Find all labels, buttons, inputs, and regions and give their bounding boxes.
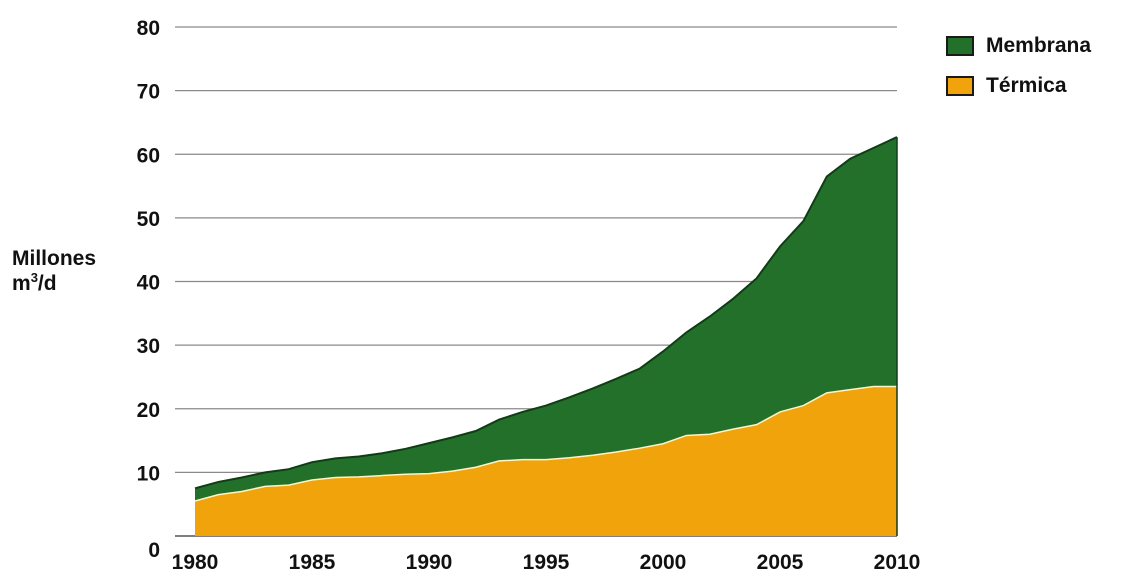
legend-item-membrana: Membrana — [946, 32, 1091, 59]
series-areas — [194, 136, 898, 536]
y-axis-label-line1: Millones — [12, 247, 97, 270]
x-tick-label-1995: 1995 — [523, 551, 570, 574]
x-tick-label-2005: 2005 — [757, 551, 804, 574]
x-tick-label-2000: 2000 — [640, 551, 687, 574]
y-axis-label-unit-exponent: 3 — [30, 270, 38, 285]
y-tick-label-10: 10 — [137, 462, 160, 485]
area-edge-termica — [194, 385, 897, 502]
y-tick-label-70: 70 — [137, 81, 160, 104]
legend-item-termica: Térmica — [946, 72, 1091, 99]
y-axis-label: Millones m3/d — [12, 246, 96, 296]
area-edge-membrana — [194, 136, 898, 490]
legend: Membrana Térmica — [946, 32, 1091, 112]
legend-label-membrana: Membrana — [986, 33, 1092, 57]
y-tick-label-50: 50 — [137, 208, 160, 231]
y-tick-label-60: 60 — [137, 144, 160, 167]
y-axis-label-unit-suffix: /d — [37, 272, 57, 295]
y-tick-label-20: 20 — [137, 399, 160, 422]
y-tick-label-30: 30 — [137, 335, 160, 358]
x-tick-labels: 1980 1985 1990 1995 2000 2005 2010 — [172, 551, 921, 574]
legend-swatch-termica — [946, 75, 974, 96]
y-axis-label-unit-base: m — [12, 272, 31, 295]
y-tick-label-40: 40 — [137, 272, 160, 295]
x-tick-label-1985: 1985 — [289, 551, 336, 574]
legend-label-termica: Térmica — [986, 73, 1067, 97]
x-tick-label-1980: 1980 — [172, 551, 219, 574]
y-tick-labels: 0 10 20 30 40 50 60 70 80 — [137, 17, 160, 562]
y-tick-label-0: 0 — [148, 539, 160, 562]
legend-swatch-membrana — [946, 35, 974, 56]
x-tick-label-1990: 1990 — [406, 551, 453, 574]
area-membrana — [195, 137, 897, 502]
x-tick-label-2010: 2010 — [874, 551, 921, 574]
area-termica — [195, 386, 897, 536]
y-tick-label-80: 80 — [137, 17, 160, 40]
